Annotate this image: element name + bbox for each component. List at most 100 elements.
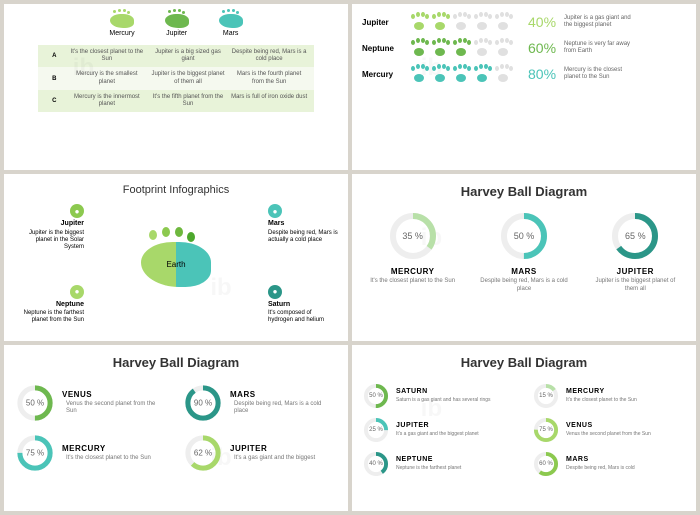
callout-name: Saturn — [268, 301, 338, 309]
harvey-ring: 15 % — [532, 382, 560, 410]
callout-icon: ● — [70, 285, 84, 299]
harvey-ring: 50 % — [499, 211, 549, 261]
harvey-item: 15 % MERCURY It's the closest planet to th… — [532, 382, 686, 410]
paw-icon — [410, 40, 428, 56]
planet-name: Neptune — [362, 44, 402, 53]
harvey-ring: 75 % — [532, 416, 560, 444]
harvey-grid: 50 % VENUS Venus the second planet from th… — [14, 382, 338, 474]
table-cell: It's the closest planet to the Sun — [68, 49, 145, 63]
item-desc: Despite being red, Mars is cold — [566, 465, 635, 471]
percentage: 65 % — [625, 231, 646, 241]
table-row: AIt's the closest planet to the SunJupit… — [38, 45, 313, 67]
item-desc: Despite being red, Mars is a cold place — [230, 401, 338, 415]
slide-footprint-table: ib MercuryJupiterMars AIt's the closest … — [4, 4, 348, 170]
center-foot: Earth — [141, 242, 211, 287]
item-name: VENUS — [566, 422, 651, 429]
harvey-item: 75 % VENUS Venus the second planet from th… — [532, 416, 686, 444]
table-cell: Jupiter is the biggest planet of them al… — [149, 71, 226, 85]
callout: ●SaturnIt's composed of hydrogen and hel… — [268, 285, 338, 325]
item-name: JUPITER — [230, 444, 338, 453]
item-name: MARS — [230, 390, 338, 399]
paw-group — [410, 14, 512, 30]
paw-icon — [494, 40, 512, 56]
table-row: BMercury is the smallest planetJupiter i… — [38, 67, 313, 89]
harvey-ring: 62 % — [182, 432, 224, 474]
percentage: 25 % — [369, 427, 383, 433]
item-desc: It's the closest planet to the Sun — [566, 397, 637, 403]
table-cell: Despite being red, Mars is a cold place — [231, 49, 308, 63]
callout: ●JupiterJupiter is the biggest planet in… — [14, 204, 84, 251]
item-desc: It's a gas giant and the biggest — [230, 455, 338, 462]
item-name: JUPITER — [396, 422, 479, 429]
item-desc: Venus the second planet from the Sun — [62, 401, 170, 415]
harvey-item: 90 % MARS Despite being red, Mars is a col… — [182, 382, 338, 424]
paw-icon — [410, 14, 428, 30]
slide-harvey-2x2: ib Harvey Ball Diagram 50 %VENUSVenus th… — [4, 345, 348, 511]
item-name: MERCURY — [566, 388, 637, 395]
callout-icon: ● — [70, 204, 84, 218]
description: Neptune is very far away from Earth — [564, 41, 634, 55]
item-name: MERCURY — [62, 444, 170, 453]
planet-name: Mercury — [362, 70, 402, 79]
paw-icon — [452, 66, 470, 82]
harvey-ring: 50 % — [14, 382, 56, 424]
paw-icon — [494, 66, 512, 82]
harvey-grid: 50 %SATURNSaturn is a gas giant and has … — [362, 382, 686, 478]
item-desc: Neptune is the farthest planet — [396, 465, 461, 471]
paw-row: Mercury80%Mercury is the closest planet … — [362, 66, 686, 82]
paw-icon — [452, 40, 470, 56]
callout-desc: It's composed of hydrogen and helium — [268, 310, 324, 323]
table-cell: It's the fifth planet from the Sun — [149, 94, 226, 108]
item-name: SATURN — [396, 388, 491, 395]
item-desc: It's a gas giant and the biggest planet — [396, 431, 479, 437]
item-desc: Jupiter is the biggest planet of them al… — [585, 278, 686, 292]
harvey-grid: 35 %MERCURYIt's the closest planet to th… — [362, 211, 686, 292]
planet-name: Jupiter — [166, 30, 187, 37]
harvey-ring: 40 % — [362, 450, 390, 478]
table-cell: Mercury is the innermost planet — [68, 94, 145, 108]
callout-name: Jupiter — [14, 220, 84, 228]
table-cell: Mars is full of iron oxide dust — [231, 94, 308, 108]
planet-header: Jupiter — [165, 14, 189, 37]
foot-icon — [165, 14, 189, 28]
table-cell: Mars is the fourth planet from the Sun — [231, 71, 308, 85]
harvey-ring: 60 % — [532, 450, 560, 478]
harvey-ring: 50 % — [362, 382, 390, 410]
harvey-item: 60 %MARSDespite being red, Mars is cold — [532, 450, 686, 478]
planet-name: Mars — [223, 30, 239, 37]
harvey-ring: 25 % — [362, 416, 390, 444]
paw-icon — [452, 14, 470, 30]
harvey-item: 50 % VENUS Venus the second planet from th… — [14, 382, 170, 424]
slide-title: Harvey Ball Diagram — [362, 355, 686, 370]
footprint-header: Mercury Jupiter Mars — [14, 14, 338, 37]
harvey-item: 50 %MARSDespite being red, Mars is a col… — [473, 211, 574, 292]
callout: ●MarsDespite being red, Mars is actually… — [268, 204, 338, 244]
harvey-item: 40 %NEPTUNENeptune is the farthest plane… — [362, 450, 516, 478]
foot-icon — [110, 14, 134, 28]
row-label: A — [44, 49, 64, 63]
paw-group — [410, 40, 512, 56]
harvey-ring: 90 % — [182, 382, 224, 424]
paw-icon — [473, 14, 491, 30]
percentage: 40 % — [369, 461, 383, 467]
harvey-item: 50 %SATURNSaturn is a gas giant and has … — [362, 382, 516, 410]
callout-desc: Despite being red, Mars is actually a co… — [268, 230, 338, 243]
paw-icon — [431, 14, 449, 30]
item-name: VENUS — [62, 390, 170, 399]
percentage: 50 % — [369, 393, 383, 399]
harvey-item: 25 % JUPITER It's a gas giant and the bigg… — [362, 416, 516, 444]
row-label: C — [44, 94, 64, 108]
description: Jupiter is a gas giant and the biggest p… — [564, 15, 634, 29]
planet-header: Mercury — [109, 14, 134, 37]
paw-row: Neptune60%Neptune is very far away from … — [362, 40, 686, 56]
center-label: Earth — [166, 260, 185, 269]
percentage: 90 % — [194, 398, 212, 407]
harvey-item: 75 %MERCURYIt's the closest planet to th… — [14, 432, 170, 474]
paw-icon — [431, 40, 449, 56]
planet-name: Mercury — [109, 30, 134, 37]
item-desc: Venus the second planet from the Sun — [566, 431, 651, 437]
paw-icon — [494, 14, 512, 30]
table-row: C Mercury is the innermost planet It's the… — [38, 90, 313, 112]
harvey-item: 35 %MERCURYIt's the closest planet to th… — [362, 211, 463, 292]
item-desc: Despite being red, Mars is a cold place — [473, 278, 574, 292]
